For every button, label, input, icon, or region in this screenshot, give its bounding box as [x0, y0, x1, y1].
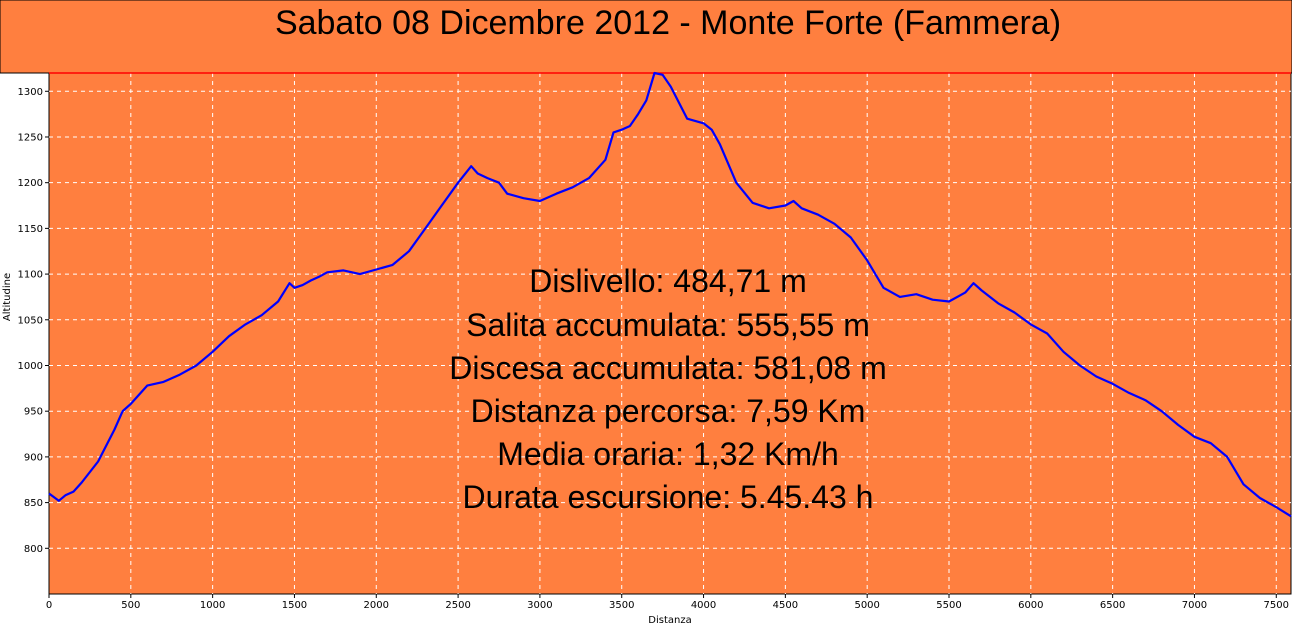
x-tick-label: 500 [121, 600, 140, 611]
x-tick-label: 6000 [1018, 600, 1043, 611]
x-tick-label: 6500 [1100, 600, 1125, 611]
y-tick-label: 1100 [18, 270, 43, 281]
x-tick-label: 3500 [609, 600, 634, 611]
stat-discesa: Discesa accumulata: 581,08 m [449, 350, 887, 386]
stats-block: Dislivello: 484,71 m Salita accumulata: … [449, 263, 887, 515]
stat-media: Media oraria: 1,32 Km/h [497, 436, 839, 472]
x-tick-label: 2500 [445, 600, 470, 611]
plot-area [48, 72, 1292, 595]
x-tick-label: 4500 [773, 600, 798, 611]
x-tick-label: 1500 [282, 600, 307, 611]
stat-distanza: Distanza percorsa: 7,59 Km [471, 393, 866, 429]
x-tick-label: 3000 [527, 600, 552, 611]
x-tick-label: 2000 [364, 600, 389, 611]
y-tick-label: 850 [24, 498, 43, 509]
y-tick-label: 800 [24, 544, 43, 555]
x-tick-label: 1000 [200, 600, 225, 611]
stat-salita: Salita accumulata: 555,55 m [466, 307, 870, 343]
y-axis-ticks: 800 850 900 950 1000 1050 1100 1150 1200 1250 1300 [18, 87, 49, 555]
series-line [48, 71, 1292, 518]
y-tick-label: 1050 [18, 315, 43, 326]
y-tick-label: 1200 [18, 178, 43, 189]
x-tick-label: 7500 [1264, 600, 1289, 611]
y-tick-label: 1300 [18, 87, 43, 98]
y-tick-label: 1250 [18, 132, 43, 143]
stat-durata: Durata escursione: 5.45.43 h [463, 479, 874, 515]
y-axis-label: Altitudine [2, 273, 13, 321]
x-axis-label: Distanza [648, 615, 691, 626]
chart-title: Sabato 08 Dicembre 2012 - Monte Forte (F… [275, 4, 1061, 42]
y-tick-label: 900 [24, 452, 43, 463]
x-tick-label: 7000 [1182, 600, 1207, 611]
x-tick-label: 5500 [936, 600, 961, 611]
y-tick-label: 950 [24, 407, 43, 418]
x-tick-label: 4000 [691, 600, 716, 611]
y-tick-label: 1150 [18, 224, 43, 235]
x-axis-ticks: 0 500 1000 1500 2000 2500 3000 3500 4000 4500 5000… [46, 594, 1289, 611]
y-tick-label: 1000 [18, 361, 43, 372]
x-tick-label: 0 [46, 600, 52, 611]
stat-dislivello: Dislivello: 484,71 m [529, 263, 806, 299]
x-tick-label: 5000 [854, 600, 879, 611]
